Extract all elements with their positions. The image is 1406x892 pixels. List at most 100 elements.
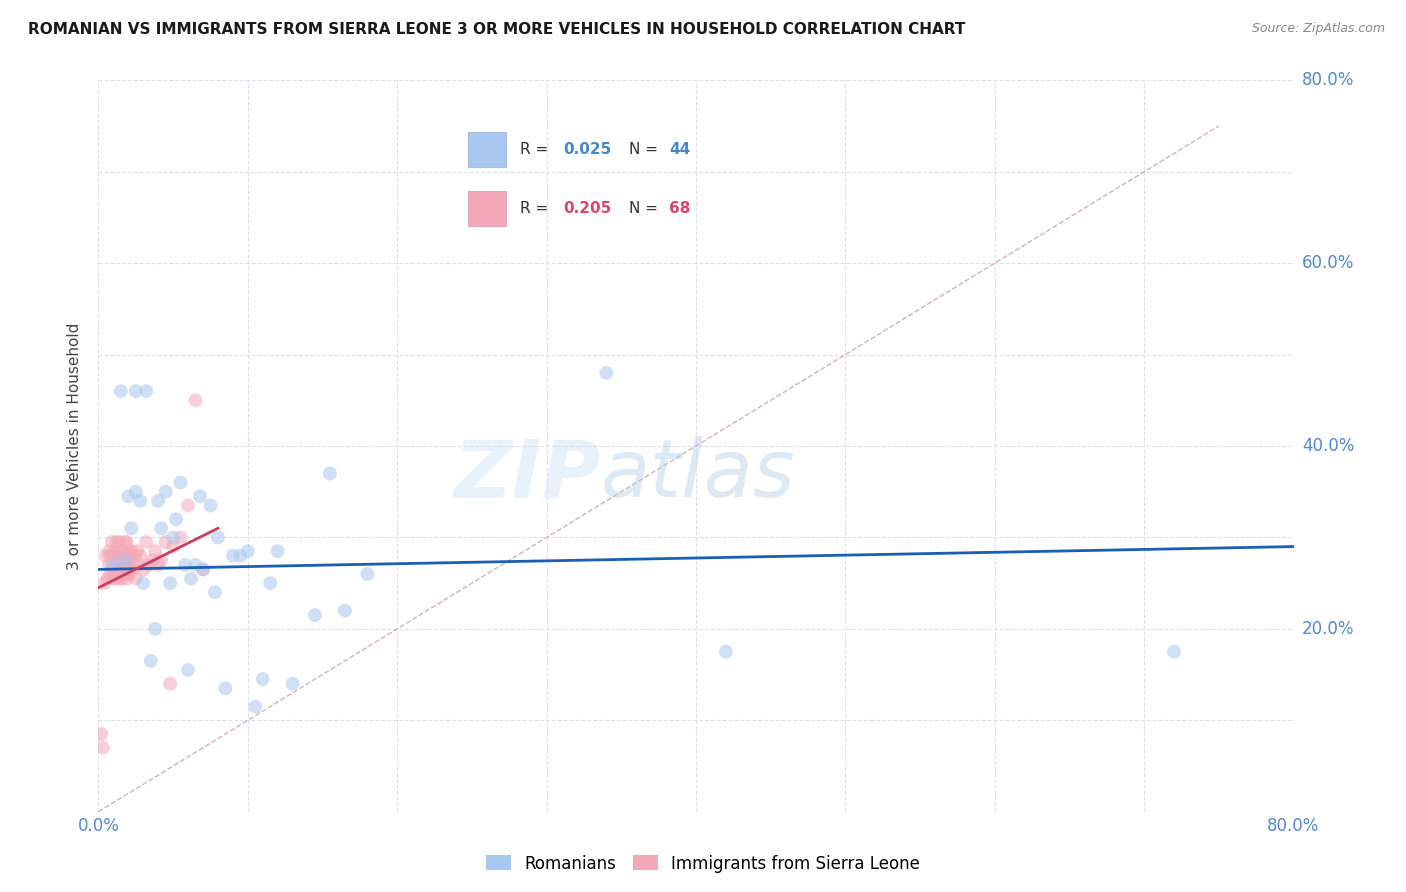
Point bbox=[1163, 645, 1185, 659]
Text: 60.0%: 60.0% bbox=[1302, 254, 1354, 272]
Point bbox=[155, 535, 177, 549]
Point bbox=[114, 562, 136, 576]
Point bbox=[595, 366, 617, 380]
Point bbox=[97, 544, 120, 558]
Point bbox=[132, 576, 155, 591]
Point bbox=[267, 544, 290, 558]
Point bbox=[222, 549, 245, 563]
Point bbox=[115, 572, 138, 586]
Point bbox=[115, 549, 138, 563]
Point bbox=[103, 558, 125, 572]
Point bbox=[124, 549, 146, 563]
Point bbox=[94, 549, 117, 563]
Point bbox=[141, 553, 163, 567]
Point bbox=[135, 535, 157, 549]
Point bbox=[162, 530, 184, 544]
Point bbox=[159, 576, 181, 591]
Point bbox=[159, 676, 181, 690]
Point bbox=[98, 567, 122, 582]
Point bbox=[112, 544, 135, 558]
Point bbox=[93, 576, 115, 591]
Point bbox=[177, 499, 200, 513]
Y-axis label: 3 or more Vehicles in Household: 3 or more Vehicles in Household bbox=[67, 322, 83, 570]
Point bbox=[98, 549, 122, 563]
Point bbox=[236, 544, 259, 558]
Point bbox=[129, 493, 152, 508]
Point bbox=[114, 553, 136, 567]
Point bbox=[103, 572, 125, 586]
Point bbox=[169, 530, 191, 544]
Point bbox=[120, 521, 142, 535]
Point bbox=[112, 549, 135, 563]
Point bbox=[105, 572, 128, 586]
Point bbox=[138, 558, 160, 572]
Point bbox=[117, 489, 139, 503]
Point bbox=[714, 645, 737, 659]
Point bbox=[125, 384, 148, 399]
Point bbox=[229, 549, 252, 563]
Point bbox=[108, 572, 131, 586]
Point bbox=[132, 562, 155, 576]
Point bbox=[117, 544, 139, 558]
Point bbox=[143, 544, 166, 558]
Point bbox=[111, 562, 134, 576]
Point bbox=[108, 535, 131, 549]
Point bbox=[90, 727, 112, 741]
Point bbox=[110, 558, 132, 572]
Point bbox=[91, 740, 114, 755]
Point bbox=[148, 558, 170, 572]
Point bbox=[105, 535, 128, 549]
Text: atlas: atlas bbox=[600, 436, 796, 515]
Text: Source: ZipAtlas.com: Source: ZipAtlas.com bbox=[1251, 22, 1385, 36]
Point bbox=[165, 512, 187, 526]
Text: 80.0%: 80.0% bbox=[1302, 71, 1354, 89]
Point bbox=[188, 489, 211, 503]
Point bbox=[259, 576, 281, 591]
Point bbox=[110, 549, 132, 563]
Point bbox=[121, 558, 143, 572]
Point bbox=[107, 567, 129, 582]
Point bbox=[97, 558, 120, 572]
Point bbox=[169, 475, 191, 490]
Point bbox=[112, 567, 135, 582]
Point bbox=[111, 572, 134, 586]
Point bbox=[120, 544, 142, 558]
Point bbox=[150, 553, 173, 567]
Point bbox=[125, 572, 148, 586]
Point bbox=[111, 549, 134, 563]
Point bbox=[245, 699, 267, 714]
Point bbox=[128, 558, 150, 572]
Point bbox=[118, 567, 141, 582]
Point bbox=[108, 562, 131, 576]
Point bbox=[107, 549, 129, 563]
Point bbox=[191, 562, 214, 576]
Point bbox=[214, 681, 236, 696]
Point bbox=[105, 562, 128, 576]
Point bbox=[117, 567, 139, 582]
Point bbox=[191, 562, 214, 576]
Point bbox=[143, 622, 166, 636]
Point bbox=[117, 553, 139, 567]
Point bbox=[200, 499, 222, 513]
Point bbox=[304, 608, 326, 623]
Point bbox=[104, 544, 127, 558]
Text: ROMANIAN VS IMMIGRANTS FROM SIERRA LEONE 3 OR MORE VEHICLES IN HOUSEHOLD CORRELA: ROMANIAN VS IMMIGRANTS FROM SIERRA LEONE… bbox=[28, 22, 966, 37]
Text: 20.0%: 20.0% bbox=[1302, 620, 1354, 638]
Point bbox=[184, 558, 207, 572]
Point bbox=[139, 654, 162, 668]
Point bbox=[135, 384, 157, 399]
Point bbox=[101, 535, 124, 549]
Point bbox=[118, 549, 141, 563]
Point bbox=[204, 585, 226, 599]
Point bbox=[127, 544, 149, 558]
Point bbox=[103, 549, 125, 563]
Point bbox=[356, 567, 378, 582]
Text: ZIP: ZIP bbox=[453, 436, 600, 515]
Point bbox=[180, 572, 202, 586]
Point bbox=[125, 484, 148, 499]
Point bbox=[111, 558, 134, 572]
Text: 40.0%: 40.0% bbox=[1302, 437, 1354, 455]
Point bbox=[174, 558, 197, 572]
Point bbox=[129, 549, 152, 563]
Point bbox=[120, 562, 142, 576]
